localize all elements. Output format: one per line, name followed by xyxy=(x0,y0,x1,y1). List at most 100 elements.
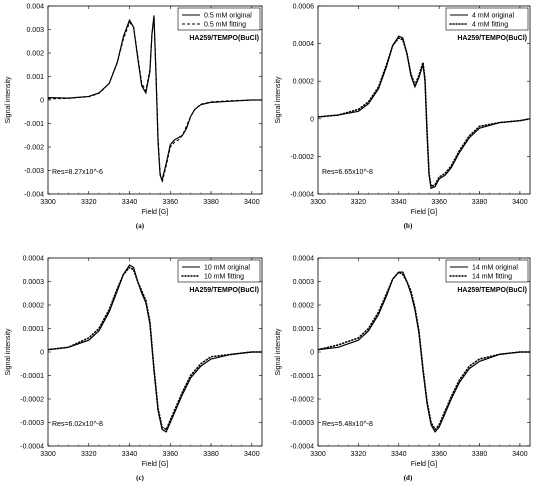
x-axis-label: Field [G] xyxy=(142,209,169,216)
residual-annotation: Res=8.27x10^-6 xyxy=(52,169,103,176)
legend: 4 mM original 4 mM fitting xyxy=(445,7,529,31)
x-tick-label: 3320 xyxy=(351,451,367,458)
y-tick-label: -0.0004 xyxy=(20,444,44,451)
legend-entry: 0.5 mM fitting xyxy=(204,22,246,29)
y-tick-label: -0.0001 xyxy=(290,373,314,380)
y-tick-label: -0.001 xyxy=(24,121,44,128)
y-tick-label: -0.0002 xyxy=(290,154,314,161)
x-tick-label: 3380 xyxy=(203,199,219,206)
y-tick-label: 0.0002 xyxy=(23,303,45,310)
y-tick-label: 0 xyxy=(310,116,314,123)
series-line-fitting xyxy=(318,271,530,431)
y-tick-label: 0.0006 xyxy=(293,4,315,11)
chart-panel-1: 3300 3320 3340 3360 3380 3400 -0.004 -0.003 -0.0… xyxy=(5,4,263,230)
y-tick-label: 0.0004 xyxy=(293,256,315,263)
y-tick-label: 0.0002 xyxy=(293,303,315,310)
y-axis-label: Signal intensity xyxy=(275,328,282,376)
x-tick-label: 3340 xyxy=(122,451,138,458)
legend-entry: 14 mM fitting xyxy=(472,274,512,281)
x-tick-label: 3360 xyxy=(431,199,447,206)
y-tick-label: 0.0002 xyxy=(293,79,315,86)
legend: 14 mM original 14 mM fitting xyxy=(445,259,529,283)
legend-entry: 4 mM fitting xyxy=(472,22,508,29)
x-tick-label: 3400 xyxy=(512,451,528,458)
chart-subtitle: HA259/TEMPO(BuCl) xyxy=(189,35,259,42)
x-tick-label: 3320 xyxy=(81,451,97,458)
chart-subtitle: HA259/TEMPO(BuCl) xyxy=(457,287,527,294)
legend-entry: 14 mM original xyxy=(472,265,518,272)
panel-label: (c) xyxy=(136,474,144,482)
x-tick-label: 3360 xyxy=(431,451,447,458)
y-tick-label: 0.0001 xyxy=(23,326,45,333)
legend-entry: 10 mM fitting xyxy=(204,274,244,281)
legend: 0.5 mM original 0.5 mM fitting xyxy=(177,7,261,31)
y-tick-label: 0.0001 xyxy=(293,326,315,333)
series-line-original xyxy=(318,271,530,433)
chart-panel-2: 3300 3320 3340 3360 3380 3400 -0.0004 -0.0002 0 0… xyxy=(275,4,531,230)
residual-annotation: Res=5.48x10^-8 xyxy=(322,421,373,428)
x-tick-label: 3300 xyxy=(310,199,326,206)
x-tick-label: 3400 xyxy=(244,451,260,458)
legend-entry: 10 mM original xyxy=(204,265,250,272)
y-tick-label: 0.0004 xyxy=(23,256,45,263)
series-line-fitting xyxy=(48,17,262,183)
x-tick-label: 3300 xyxy=(40,199,56,206)
x-tick-label: 3340 xyxy=(391,451,407,458)
series-line-fitting xyxy=(48,266,262,431)
x-tick-label: 3400 xyxy=(244,199,260,206)
x-tick-label: 3380 xyxy=(472,451,488,458)
x-tick-label: 3340 xyxy=(391,199,407,206)
y-tick-label: 0 xyxy=(40,98,44,105)
x-tick-label: 3300 xyxy=(310,451,326,458)
y-tick-label: 0.004 xyxy=(26,4,44,11)
plot-frame xyxy=(317,5,531,195)
chart-subtitle: HA259/TEMPO(BuCl) xyxy=(457,35,527,42)
y-tick-label: -0.0003 xyxy=(20,420,44,427)
x-axis-label: Field [G] xyxy=(142,461,169,468)
y-tick-label: 0 xyxy=(310,350,314,357)
y-tick-label: 0 xyxy=(40,350,44,357)
residual-annotation: Res=6.65x10^-8 xyxy=(322,169,373,176)
x-tick-label: 3360 xyxy=(162,451,178,458)
y-tick-label: -0.0004 xyxy=(290,192,314,199)
y-tick-label: 0.0004 xyxy=(293,41,315,48)
y-tick-label: -0.002 xyxy=(24,145,44,152)
x-axis-label: Field [G] xyxy=(411,209,438,216)
chart-subtitle: HA259/TEMPO(BuCl) xyxy=(189,287,259,294)
legend-entry: 0.5 mM original xyxy=(204,13,252,20)
x-tick-label: 3320 xyxy=(351,199,367,206)
y-tick-label: -0.0002 xyxy=(20,397,44,404)
chart-panel-4: 3300 3320 3340 3360 3380 3400 -0.0004 -0.0003 -0… xyxy=(275,256,531,482)
chart-panel-3: 3300 3320 3340 3360 3380 3400 -0.0004 -0.0003 -0… xyxy=(5,256,263,482)
y-tick-label: 0.001 xyxy=(26,74,44,81)
y-tick-label: -0.0003 xyxy=(290,420,314,427)
panel-label: (a) xyxy=(136,222,145,230)
x-tick-label: 3380 xyxy=(472,199,488,206)
y-axis-label: Signal intensity xyxy=(275,76,282,124)
legend-entry: 4 mM original xyxy=(472,13,514,20)
panel-label: (b) xyxy=(404,222,413,230)
x-tick-label: 3360 xyxy=(162,199,178,206)
x-axis-label: Field [G] xyxy=(411,461,438,468)
y-tick-label: -0.0002 xyxy=(290,397,314,404)
y-axis-label: Signal intensity xyxy=(5,328,12,376)
residual-annotation: Res=6.02x10^-8 xyxy=(52,421,103,428)
legend: 10 mM original 10 mM fitting xyxy=(177,259,261,283)
series-line-fitting xyxy=(318,36,530,188)
y-tick-label: -0.0004 xyxy=(290,444,314,451)
y-tick-label: 0.002 xyxy=(26,51,44,58)
x-tick-label: 3340 xyxy=(122,199,138,206)
x-tick-label: 3400 xyxy=(512,199,528,206)
panel-label: (d) xyxy=(404,474,413,482)
y-tick-label: 0.0003 xyxy=(23,279,45,286)
y-tick-label: -0.003 xyxy=(24,168,44,175)
y-tick-label: -0.004 xyxy=(24,192,44,199)
x-tick-label: 3320 xyxy=(81,199,97,206)
y-tick-label: 0.0003 xyxy=(293,279,315,286)
x-tick-label: 3300 xyxy=(40,451,56,458)
y-tick-label: -0.0001 xyxy=(20,373,44,380)
y-tick-label: 0.003 xyxy=(26,27,44,34)
y-axis-label: Signal intensity xyxy=(5,76,12,124)
x-tick-label: 3380 xyxy=(203,451,219,458)
